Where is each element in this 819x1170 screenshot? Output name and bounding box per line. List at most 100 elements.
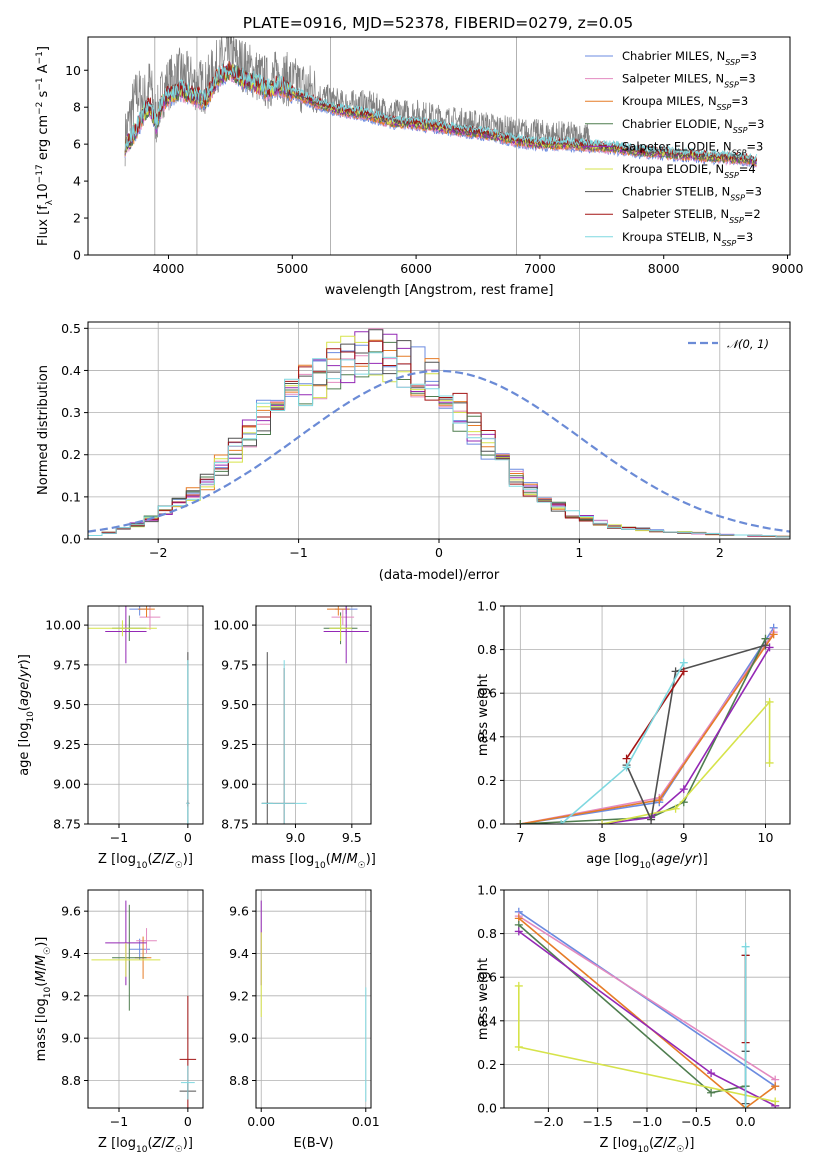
y-tick-label: 0.5 bbox=[61, 321, 81, 336]
x-axis-label: wavelength [Angstrom, rest frame] bbox=[325, 283, 554, 298]
y-tick-label: 0.0 bbox=[61, 532, 81, 547]
y-tick-label: 9.50 bbox=[53, 697, 81, 712]
x-tick-label: 0 bbox=[184, 1114, 192, 1129]
y-tick-label: 8.8 bbox=[229, 1073, 249, 1088]
y-tick-label: 9.2 bbox=[229, 988, 249, 1003]
mass-vs-z-panel: −1 0 8.8 9.0 9.2 9.4 9.6 Z [log10(Z/Z☉)] mass [l… bbox=[34, 889, 204, 1155]
y-tick-label: 0.1 bbox=[61, 489, 81, 504]
mass-weight-marker bbox=[769, 630, 778, 639]
x-tick-label: 0.01 bbox=[352, 1114, 380, 1129]
mass-weight-vs-z-panel: −2.0 −1.5 −1.0 −0.5 0.0 0.0 0.2 0.4 0.6 0.8 1.0 Z [… bbox=[476, 883, 791, 1155]
x-tick-label: 9.0 bbox=[286, 830, 306, 845]
legend-entry: Kroupa ELODIE, NSSP=4 bbox=[622, 162, 756, 180]
y-tick-label: 9.4 bbox=[229, 946, 249, 961]
mass-weight-line bbox=[520, 627, 775, 824]
mass-weight-line bbox=[601, 699, 771, 824]
x-tick-label: 0 bbox=[184, 830, 192, 845]
mass-weight-marker bbox=[655, 796, 664, 805]
mass-weight-marker bbox=[765, 697, 774, 706]
y-tick-label: 2 bbox=[73, 211, 81, 226]
x-axis-label: Z [log10(Z/Z☉)] bbox=[98, 1136, 193, 1155]
x-tick-label: 9.5 bbox=[342, 830, 362, 845]
y-tick-label: 8 bbox=[73, 100, 81, 115]
residuals-panel: −2 −1 0 1 2 0.0 0.1 0.2 0.3 0.4 0.5 (data-model)/er… bbox=[36, 321, 791, 583]
mass-vs-ebv-panel: 0.00 0.01 8.8 9.0 9.2 9.4 9.6 E(B-V) bbox=[229, 889, 380, 1151]
mass-weight-marker bbox=[647, 815, 656, 824]
axes-frame bbox=[255, 889, 372, 1109]
age-vs-mass-marks bbox=[261, 606, 369, 824]
x-tick-label: −1 bbox=[110, 1114, 128, 1129]
mass-vs-z-marks bbox=[91, 900, 197, 1108]
x-tick-label: 8000 bbox=[648, 261, 680, 276]
axes-frame bbox=[503, 605, 791, 825]
y-axis-label: mass [log10(M/M☉)] bbox=[34, 937, 53, 1062]
y-tick-label: 10.00 bbox=[45, 618, 81, 633]
spectrum-marks bbox=[124, 37, 757, 255]
legend-entry: Kroupa MILES, NSSP=3 bbox=[622, 94, 748, 112]
y-tick-label: 1.0 bbox=[477, 599, 497, 614]
axes-frame bbox=[255, 605, 372, 825]
x-tick-label: 7000 bbox=[524, 261, 556, 276]
x-tick-label: −1.5 bbox=[583, 1114, 613, 1129]
y-tick-label: 10.00 bbox=[213, 618, 249, 633]
legend-entry: Chabrier STELIB, NSSP=3 bbox=[622, 185, 762, 203]
x-tick-label: 0.00 bbox=[247, 1114, 275, 1129]
mass-weight-vs-age-panel: 7 8 9 10 0.0 0.2 0.4 0.6 0.8 1.0 age [log10(age/yr… bbox=[476, 599, 791, 871]
mass-weight-marker bbox=[679, 785, 688, 794]
x-axis-label: age [log10(age/yr)] bbox=[586, 852, 708, 871]
x-tick-label: 9000 bbox=[772, 261, 804, 276]
mass-weight-marker bbox=[622, 763, 631, 772]
y-tick-label: 0.0 bbox=[477, 817, 497, 832]
y-tick-label: 9.0 bbox=[229, 1031, 249, 1046]
y-tick-label: 0.8 bbox=[477, 926, 497, 941]
mass-weight-marker bbox=[514, 927, 523, 936]
y-axis-label: mass weight bbox=[476, 674, 491, 756]
model-spectrum-line bbox=[124, 62, 757, 165]
x-axis-label: Z [log10(Z/Z☉)] bbox=[98, 852, 193, 871]
x-axis-label: (data-model)/error bbox=[379, 568, 500, 583]
x-axis-label: mass [log10(M/M☉)] bbox=[251, 852, 376, 871]
y-tick-label: 1.0 bbox=[477, 883, 497, 898]
mass-weight-marker bbox=[679, 667, 688, 676]
mass-weight-marker bbox=[707, 1069, 716, 1078]
legend-entry: Chabrier MILES, NSSP=3 bbox=[622, 49, 757, 67]
y-tick-label: 8.8 bbox=[61, 1073, 81, 1088]
x-tick-label: 0 bbox=[435, 545, 443, 560]
x-tick-label: 5000 bbox=[276, 261, 308, 276]
age-vs-z-panel: −1 0 8.75 9.00 9.25 9.50 9.75 10.00 Z [log10(Z/Z… bbox=[17, 605, 204, 871]
y-tick-label: 0.8 bbox=[477, 642, 497, 657]
legend-entry: Salpeter ELODIE, NSSP=3 bbox=[622, 139, 763, 157]
mass-weight-marker bbox=[707, 1088, 716, 1097]
y-tick-label: 0 bbox=[73, 248, 81, 263]
x-tick-label: 0.0 bbox=[736, 1114, 756, 1129]
mass-weight-line bbox=[601, 646, 771, 824]
legend-entry: Kroupa STELIB, NSSP=3 bbox=[622, 230, 753, 248]
y-tick-label: 0.3 bbox=[61, 405, 81, 420]
y-axis-label: Flux [fλ10−17 erg cm−2 s−1 A−1] bbox=[35, 46, 55, 246]
mass-weight-line bbox=[518, 917, 776, 1108]
mass-weight-marker bbox=[771, 1082, 780, 1091]
x-tick-label: −2 bbox=[149, 545, 167, 560]
y-tick-label: 0.4 bbox=[477, 1013, 497, 1028]
y-tick-label: 10 bbox=[65, 63, 81, 78]
residual-histogram-step bbox=[88, 352, 790, 538]
y-tick-label: 9.0 bbox=[61, 1031, 81, 1046]
mass-weight-marker bbox=[741, 1104, 750, 1108]
y-tick-label: 0.2 bbox=[61, 447, 81, 462]
mass-weight-marker bbox=[516, 820, 525, 824]
y-tick-label: 9.75 bbox=[53, 657, 81, 672]
y-tick-label: 9.25 bbox=[53, 737, 81, 752]
y-tick-label: 9.75 bbox=[221, 657, 249, 672]
x-tick-label: 1 bbox=[575, 545, 583, 560]
mass-weight-marker bbox=[671, 804, 680, 813]
y-tick-label: 0.6 bbox=[477, 686, 497, 701]
x-tick-label: −1 bbox=[110, 830, 128, 845]
mass-weight-marker bbox=[761, 641, 770, 650]
mass-weight-vs-z-marks bbox=[514, 907, 780, 1108]
mass-weight-marker bbox=[771, 1097, 780, 1106]
mass-weight-marker bbox=[622, 754, 631, 763]
mass-weight-marker bbox=[741, 942, 750, 951]
x-axis-label: E(B-V) bbox=[293, 1136, 333, 1151]
y-tick-label: 0.4 bbox=[477, 729, 497, 744]
age-vs-z-marks bbox=[88, 606, 190, 824]
